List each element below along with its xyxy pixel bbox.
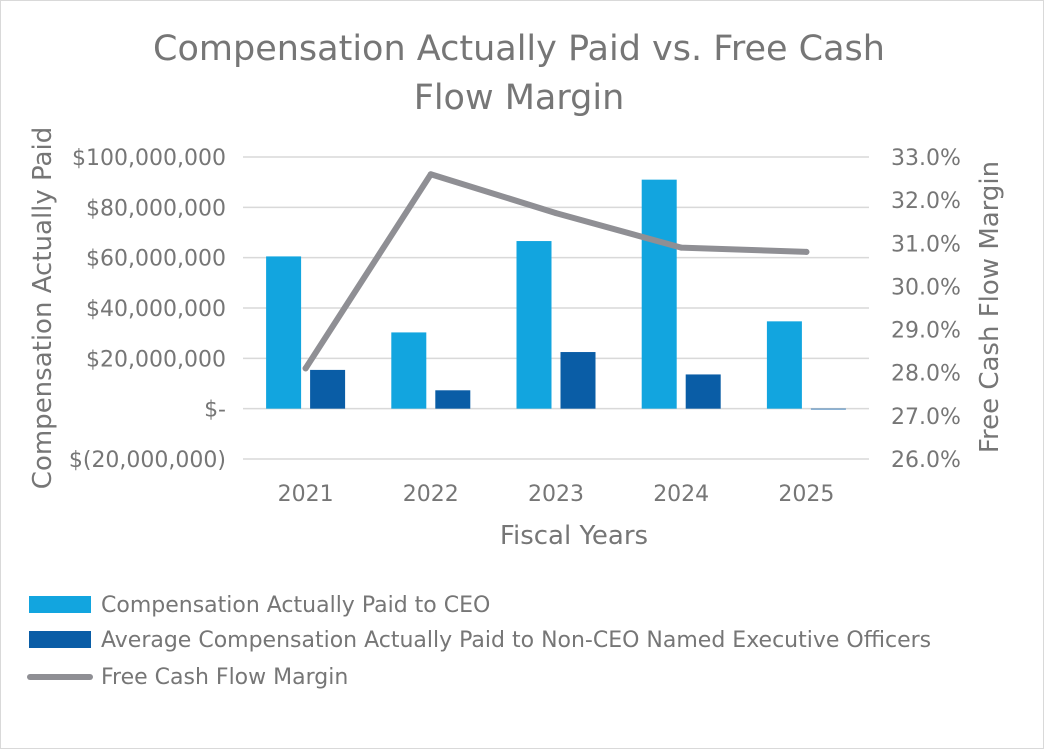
legend-label-ceo: Compensation Actually Paid to CEO	[101, 593, 490, 618]
bar-neo-2024	[685, 374, 721, 409]
x-tick-label: 2022	[403, 482, 459, 507]
bar-neo-2023	[560, 352, 596, 409]
bar-ceo-2021	[266, 256, 302, 409]
x-tick-label: 2023	[528, 482, 584, 507]
bar-neo-2022	[435, 390, 471, 409]
fcf-point-2024	[678, 244, 685, 251]
fcf-point-2025	[803, 248, 810, 255]
left-tick-label: $20,000,000	[86, 347, 226, 372]
left-tick-label: $60,000,000	[86, 247, 226, 272]
chart-title-line-2: Flow Margin	[414, 78, 625, 118]
bar-ceo-2023	[516, 241, 552, 409]
right-tick-label: 31.0%	[891, 232, 961, 257]
left-tick-label: $100,000,000	[72, 146, 226, 171]
line-series	[302, 171, 810, 372]
left-tick-label: $40,000,000	[86, 297, 226, 322]
left-tick-label: $(20,000,000)	[69, 448, 226, 473]
fcf-point-2021	[302, 365, 309, 372]
bar-ceo-2025	[766, 321, 802, 409]
x-axis-label: Fiscal Years	[500, 521, 648, 551]
x-tick-label: 2024	[653, 482, 709, 507]
right-axis-ticks: 33.0% 32.0% 31.0% 30.0% 29.0% 28.0% 27.0% 26.0%	[891, 146, 961, 473]
right-tick-label: 27.0%	[891, 405, 961, 430]
bar-neo-2021	[310, 369, 346, 409]
left-tick-label: $-	[204, 398, 226, 423]
x-tick-label: 2025	[778, 482, 834, 507]
right-tick-label: 29.0%	[891, 319, 961, 344]
right-axis-label: Free Cash Flow Margin	[975, 161, 1005, 453]
fcf-margin-line	[302, 171, 810, 372]
right-tick-label: 32.0%	[891, 189, 961, 214]
left-axis-ticks: $100,000,000 $80,000,000 $60,000,000 $40,00…	[69, 146, 226, 473]
legend-label-fcf: Free Cash Flow Margin	[101, 665, 348, 690]
bar-neo-2025	[810, 408, 846, 410]
bars	[266, 179, 846, 410]
fcf-point-2023	[553, 210, 559, 217]
x-axis-ticks: 2021 2022 2023 2024 2025	[278, 482, 835, 507]
legend: Compensation Actually Paid to CEO Averag…	[27, 593, 931, 690]
fcf-point-2022	[427, 171, 434, 178]
gridlines	[243, 156, 869, 460]
left-tick-label: $80,000,000	[86, 196, 226, 221]
legend-swatch-neo	[29, 631, 91, 648]
bar-ceo-2024	[641, 179, 677, 409]
right-tick-label: 33.0%	[891, 146, 961, 171]
right-tick-label: 30.0%	[891, 275, 961, 300]
legend-swatch-ceo	[29, 596, 91, 613]
bar-ceo-2022	[391, 332, 427, 409]
chart-title-line-1: Compensation Actually Paid vs. Free Cash	[153, 29, 885, 69]
x-tick-label: 2021	[278, 482, 334, 507]
legend-label-neo: Average Compensation Actually Paid to No…	[101, 628, 931, 653]
left-axis-label: Compensation Actually Paid	[28, 127, 58, 489]
right-tick-label: 28.0%	[891, 362, 961, 387]
right-tick-label: 26.0%	[891, 448, 961, 473]
